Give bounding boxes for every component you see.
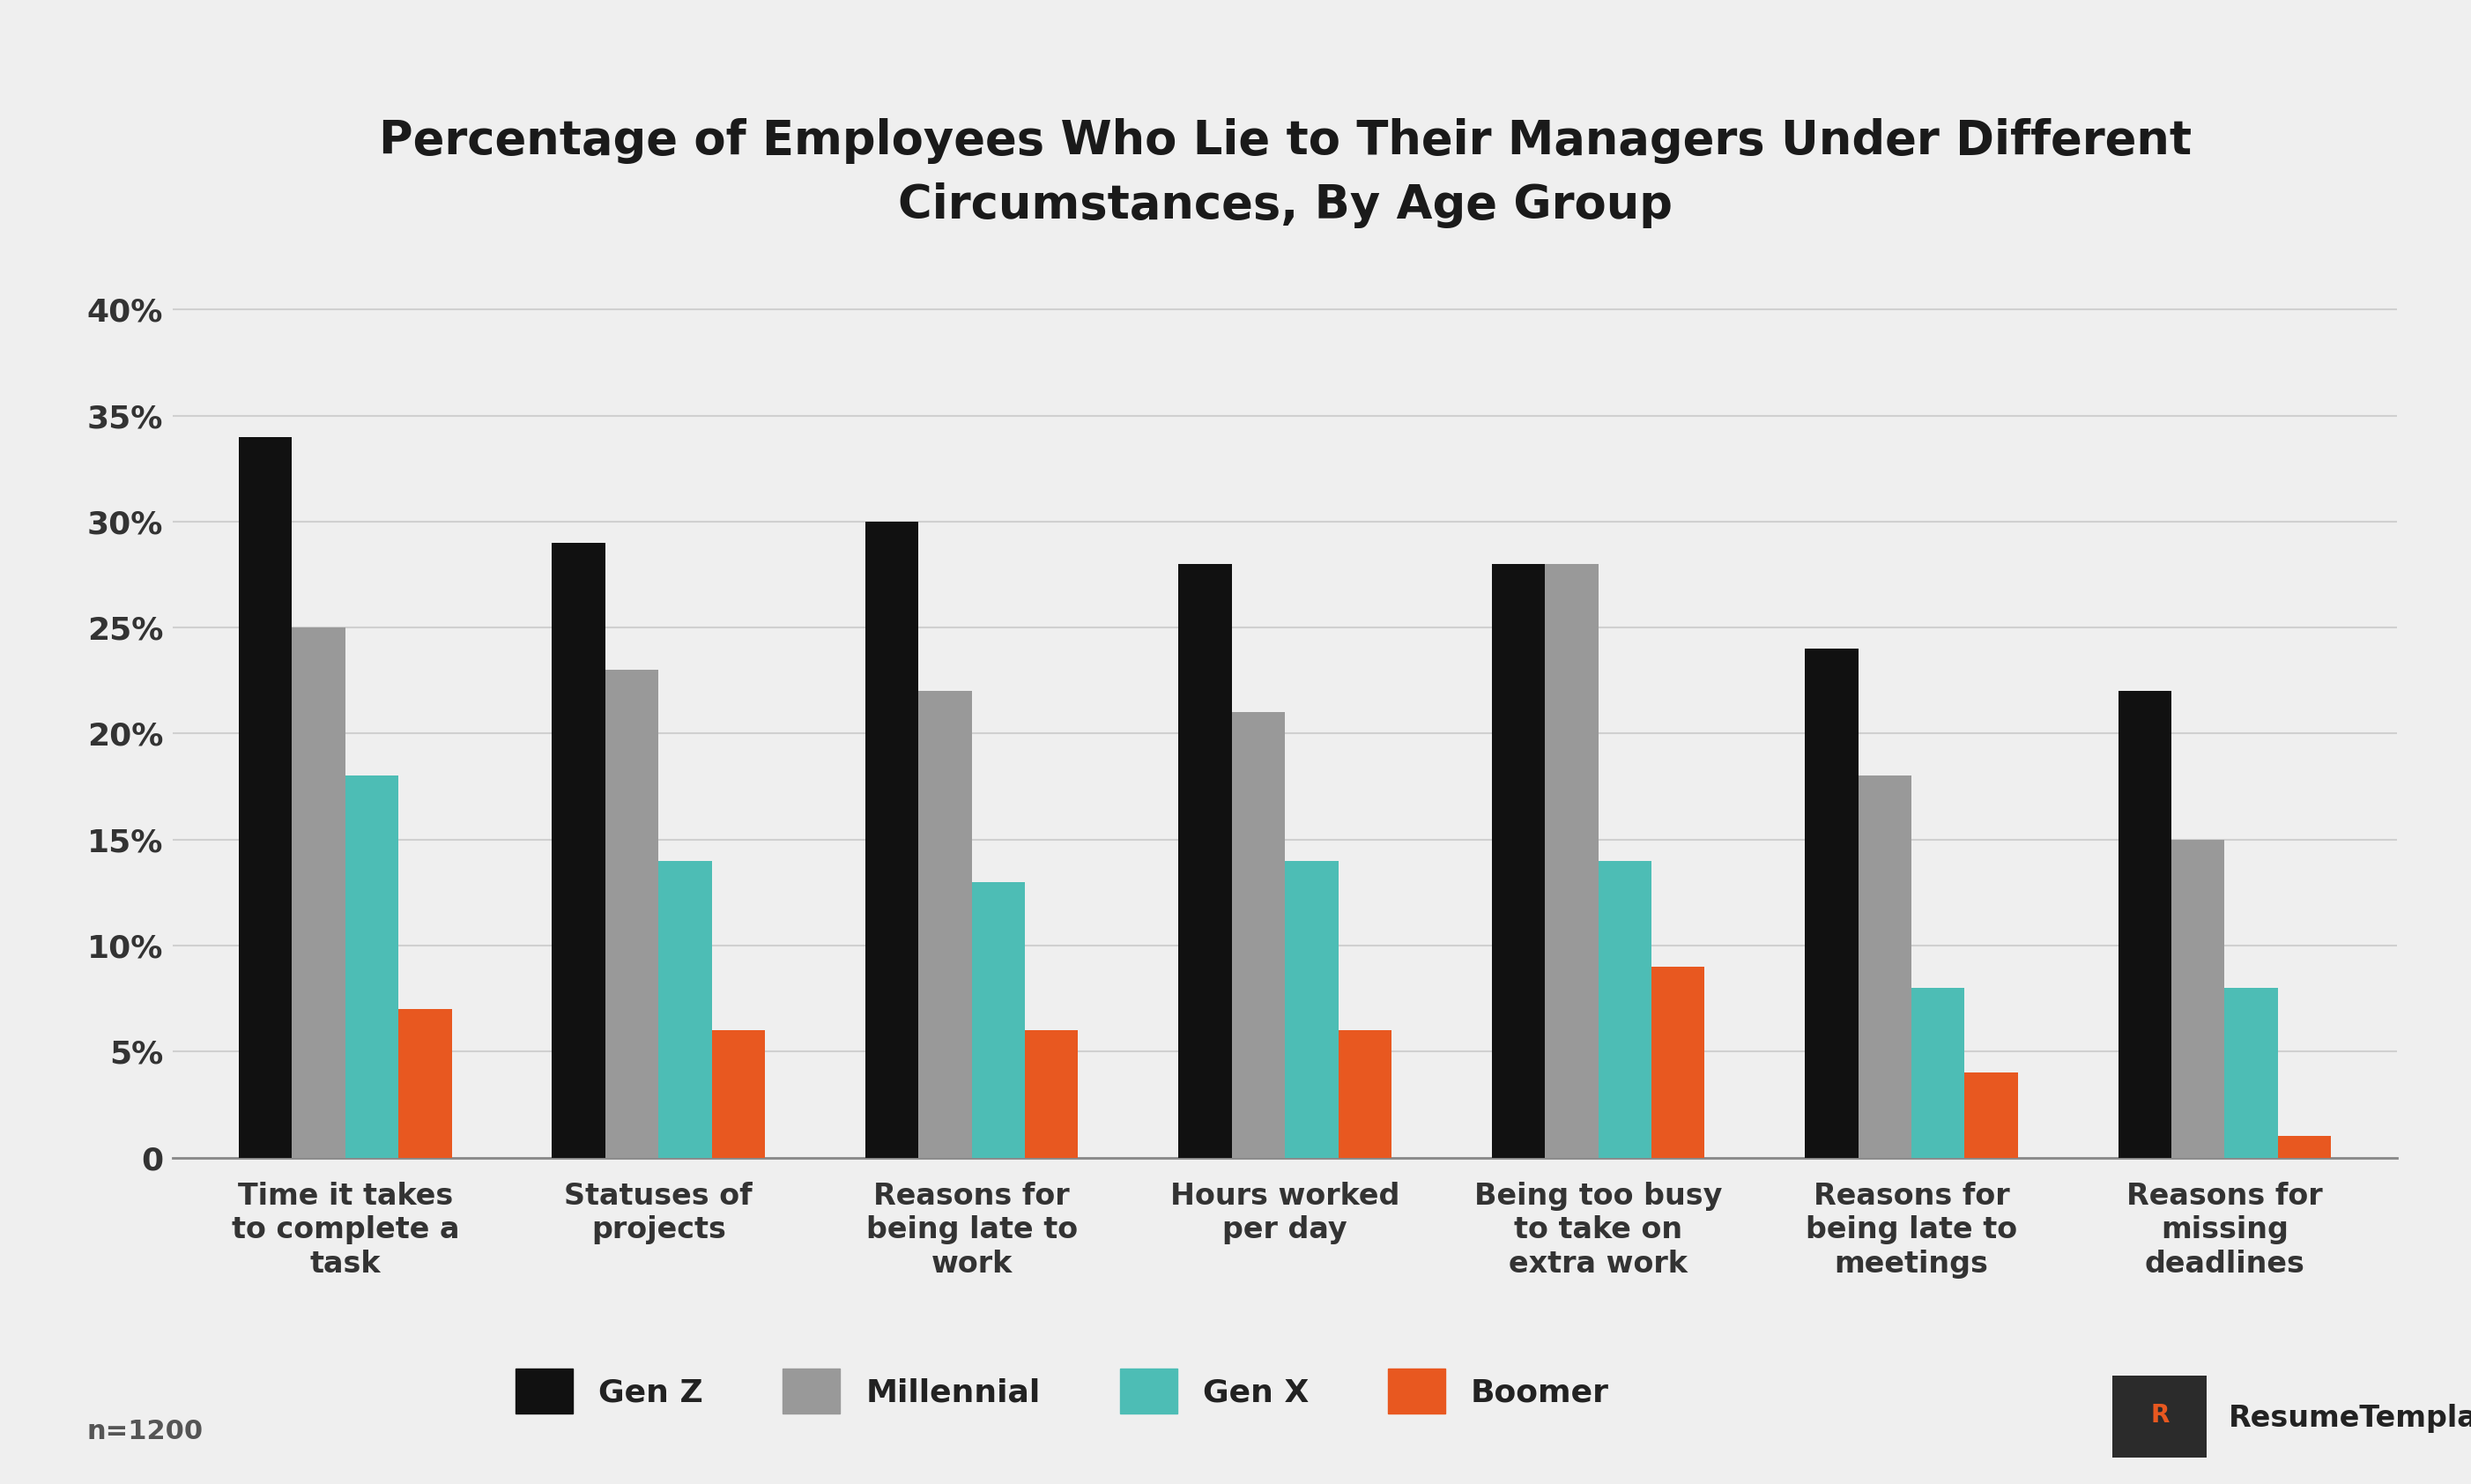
Bar xyxy=(398,1009,452,1158)
Bar xyxy=(2172,840,2224,1158)
Bar xyxy=(1025,1030,1077,1158)
Bar xyxy=(292,628,346,1158)
Bar xyxy=(1231,712,1285,1158)
Bar xyxy=(2118,692,2172,1158)
Bar xyxy=(865,521,919,1158)
FancyBboxPatch shape xyxy=(2108,1371,2212,1462)
Bar xyxy=(1544,564,1599,1158)
Bar xyxy=(2224,988,2278,1158)
Legend: Gen Z, Millennial, Gen X, Boomer: Gen Z, Millennial, Gen X, Boomer xyxy=(504,1356,1621,1426)
Bar xyxy=(657,861,712,1158)
Bar xyxy=(551,543,605,1158)
Bar xyxy=(2278,1137,2330,1158)
Bar xyxy=(1285,861,1339,1158)
Bar xyxy=(971,881,1025,1158)
Bar xyxy=(240,436,292,1158)
Bar xyxy=(1858,776,1913,1158)
Bar xyxy=(605,669,657,1158)
Bar xyxy=(712,1030,766,1158)
Bar xyxy=(1599,861,1651,1158)
Bar xyxy=(1339,1030,1391,1158)
Bar xyxy=(1964,1073,2019,1158)
Bar xyxy=(1179,564,1231,1158)
Bar xyxy=(1492,564,1544,1158)
Bar xyxy=(1804,649,1858,1158)
Bar xyxy=(1913,988,1964,1158)
Text: ResumeTemplates: ResumeTemplates xyxy=(2229,1404,2471,1434)
Bar xyxy=(1651,966,1705,1158)
Title: Percentage of Employees Who Lie to Their Managers Under Different
Circumstances,: Percentage of Employees Who Lie to Their… xyxy=(378,119,2192,229)
Text: n=1200: n=1200 xyxy=(86,1419,203,1445)
Text: R: R xyxy=(2150,1402,2170,1428)
Bar xyxy=(919,692,971,1158)
Bar xyxy=(346,776,398,1158)
